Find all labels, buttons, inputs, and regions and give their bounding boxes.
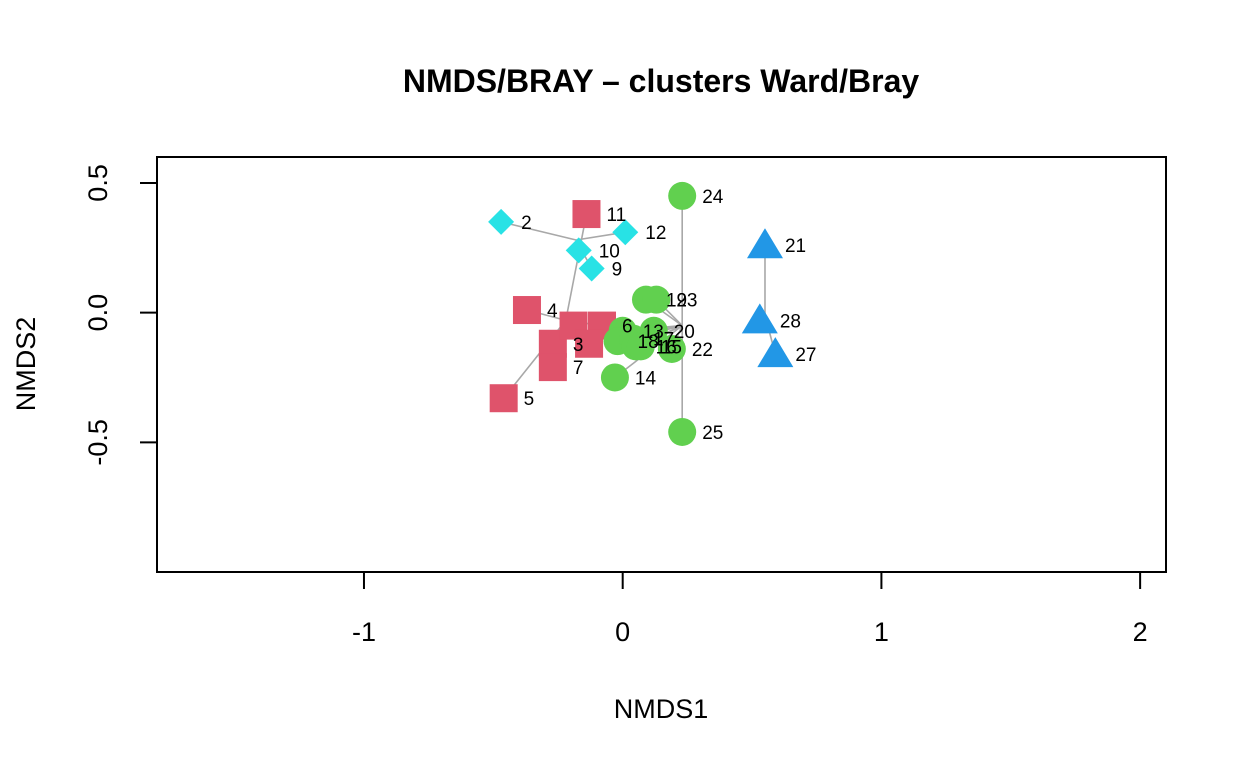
y-tick-label: 0.5	[83, 164, 113, 202]
point-label: 10	[599, 241, 620, 262]
point-label: 21	[785, 236, 806, 257]
point-label: 13	[643, 322, 664, 343]
chart-title: NMDS/BRAY – clusters Ward/Bray	[403, 63, 920, 99]
point-label: 14	[635, 368, 657, 389]
circle-marker	[668, 181, 697, 210]
diamond-marker	[488, 208, 515, 235]
point-label: 4	[547, 301, 558, 322]
point-label: 23	[676, 291, 697, 312]
point-label: 7	[573, 358, 584, 379]
point-label: 6	[622, 317, 633, 338]
y-axis: -0.5 0.0 0.5	[83, 164, 158, 466]
x-tick-label: 1	[874, 617, 889, 647]
y-tick-label: -0.5	[83, 419, 113, 466]
point-label: 11	[606, 205, 626, 226]
circle-marker	[600, 363, 629, 392]
point-label: 2	[521, 213, 532, 234]
diamond-marker	[612, 219, 639, 246]
point-label: 24	[702, 187, 724, 208]
square-marker	[489, 384, 518, 413]
x-axis-title: NMDS1	[614, 694, 709, 724]
spider-line	[500, 221, 577, 241]
point-label: 3	[573, 335, 584, 356]
spider-line	[564, 213, 588, 321]
triangle-marker	[746, 228, 783, 259]
x-axis: -1 0 1 2	[352, 571, 1148, 647]
point-label: 20	[674, 322, 695, 343]
point-label: 17	[653, 330, 674, 351]
square-marker	[512, 296, 541, 325]
point-label: 16	[656, 337, 677, 358]
circle-marker	[668, 417, 697, 446]
point-label: 27	[795, 345, 816, 366]
point-label: 19	[666, 291, 687, 312]
circle-marker	[626, 332, 655, 361]
point-label: 22	[692, 340, 713, 361]
triangle-marker	[741, 303, 778, 334]
circle-marker	[642, 285, 671, 314]
x-tick-label: 2	[1133, 617, 1148, 647]
point-label: 25	[702, 423, 723, 444]
y-tick-label: 0.0	[83, 294, 113, 332]
square-marker	[538, 353, 567, 382]
point-label: 5	[524, 389, 535, 410]
plot-frame	[156, 156, 1167, 573]
diamond-marker	[565, 237, 592, 264]
x-tick-label: -1	[352, 617, 376, 647]
point-label: 12	[645, 223, 666, 244]
point-label: 28	[780, 311, 801, 332]
x-tick-label: 0	[615, 617, 630, 647]
y-axis-title: NMDS2	[11, 317, 41, 412]
point-markers	[488, 181, 794, 446]
diamond-marker	[578, 255, 605, 282]
point-label: 15	[661, 337, 682, 358]
point-label: 9	[612, 260, 623, 281]
spider-lines	[500, 195, 777, 432]
circle-marker	[657, 334, 686, 363]
square-marker	[572, 200, 601, 229]
triangle-marker	[757, 337, 794, 368]
point-label: 18	[638, 332, 659, 353]
square-marker	[575, 329, 604, 358]
